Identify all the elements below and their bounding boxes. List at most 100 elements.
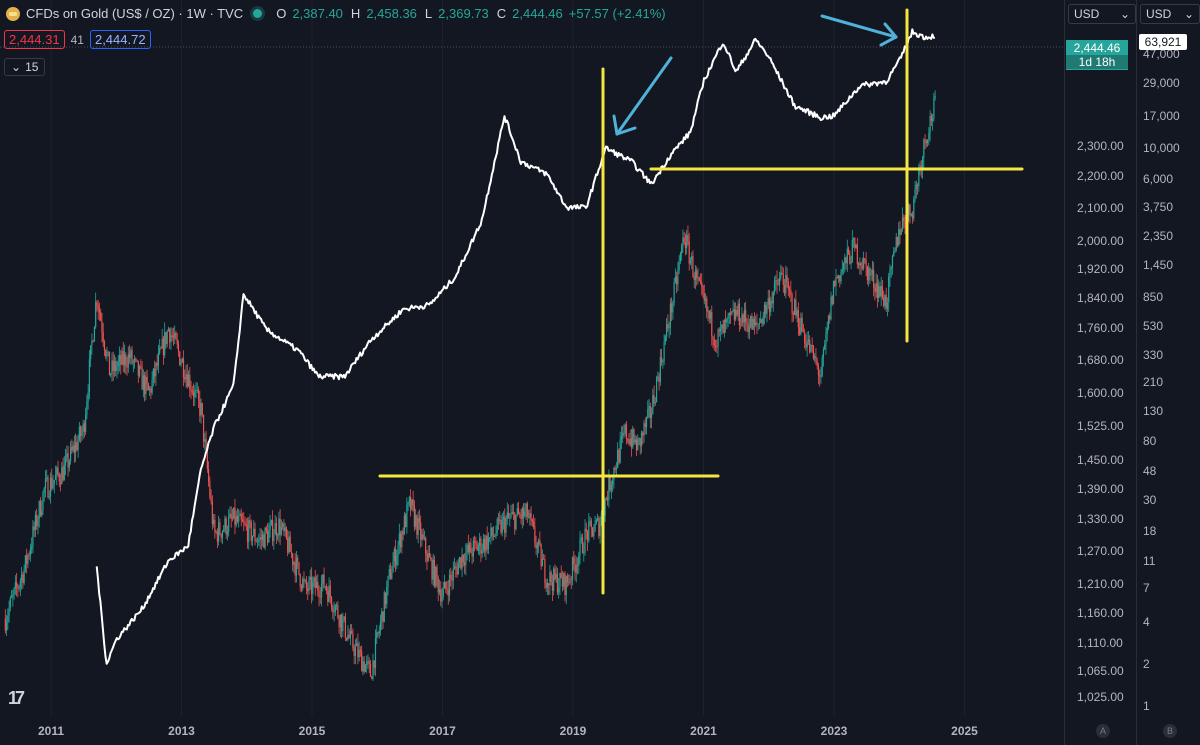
- candle-body: [866, 266, 868, 281]
- candle-body: [379, 621, 382, 631]
- candle-body: [319, 596, 321, 598]
- candle-body: [489, 537, 491, 538]
- candle-body: [691, 256, 693, 261]
- candle-body: [405, 515, 407, 527]
- candle-body: [52, 483, 54, 489]
- candle-body: [886, 302, 889, 309]
- candle-body: [145, 376, 147, 395]
- candle-body: [115, 361, 117, 371]
- candle-body: [490, 527, 492, 538]
- btc-scale-button[interactable]: B: [1163, 724, 1177, 738]
- candle-body: [509, 516, 511, 518]
- candle-body: [71, 446, 73, 451]
- candle-body: [664, 336, 666, 343]
- candle-body: [441, 596, 443, 602]
- candle-body: [113, 361, 116, 371]
- candle-body: [458, 557, 461, 564]
- candle-body: [421, 534, 423, 540]
- candle-body: [440, 589, 442, 602]
- sell-button[interactable]: 2,444.31: [4, 30, 65, 49]
- btc-axis-tick: 80: [1143, 433, 1157, 448]
- candle-body: [172, 337, 175, 339]
- candle-body: [702, 286, 704, 294]
- gold-candles: [4, 90, 936, 682]
- candle-body: [83, 423, 85, 433]
- candle-body: [358, 649, 360, 658]
- candle-body: [847, 248, 850, 254]
- candle-body: [860, 262, 862, 267]
- candle-body: [627, 439, 629, 441]
- candle-body: [713, 339, 715, 346]
- candle-body: [861, 266, 863, 269]
- btc-axis-tick: 11: [1143, 553, 1156, 568]
- auto-scale-button[interactable]: A: [1096, 724, 1110, 738]
- candle-body: [716, 346, 718, 348]
- candle-body: [155, 362, 157, 377]
- candle-body: [835, 277, 837, 286]
- btc-currency-select[interactable]: USD ⌄: [1140, 4, 1200, 24]
- candle-body: [176, 339, 178, 345]
- gold-currency-select[interactable]: USD ⌄: [1068, 4, 1136, 24]
- candle-body: [472, 540, 474, 557]
- candle-body: [325, 586, 328, 591]
- candle-body: [77, 440, 79, 450]
- candle-body: [740, 325, 742, 326]
- candle-body: [676, 276, 678, 285]
- candle-body: [54, 475, 57, 480]
- candle-body: [790, 290, 792, 295]
- candle-body: [581, 537, 584, 553]
- candle-body: [282, 523, 284, 527]
- candle-body: [899, 229, 901, 235]
- candle-body: [181, 358, 183, 363]
- x-axis-tick: 2011: [37, 724, 65, 738]
- candle-body: [722, 324, 724, 334]
- candle-body: [307, 588, 309, 592]
- candle-body: [392, 561, 394, 573]
- candle-body: [891, 256, 894, 268]
- gold-price-axis[interactable]: [1064, 0, 1137, 745]
- gold-currency-label: USD: [1074, 7, 1100, 21]
- candle-body: [72, 445, 74, 451]
- btc-axis-tick: 6,000: [1143, 171, 1174, 186]
- candle-body: [144, 375, 146, 395]
- indicator-toggle[interactable]: ⌄ 15: [4, 58, 46, 76]
- candle-body: [534, 526, 536, 543]
- candle-body: [327, 590, 329, 602]
- candle-body: [782, 274, 784, 285]
- chevron-down-icon: ⌄: [1119, 7, 1130, 21]
- candle-body: [416, 515, 418, 535]
- candle-body: [34, 514, 37, 530]
- high-value: 2,458.36: [366, 6, 417, 21]
- candle-body: [830, 296, 832, 320]
- candle-body: [213, 519, 215, 525]
- symbol-title[interactable]: CFDs on Gold (US$ / OZ) · 1W · TVC: [26, 6, 244, 21]
- candle-body: [33, 526, 35, 530]
- candle-body: [550, 572, 552, 583]
- candle-body: [738, 303, 740, 326]
- candle-body: [209, 481, 211, 498]
- btc-axis-tick: 48: [1143, 464, 1157, 479]
- candle-body: [313, 577, 315, 583]
- candle-body: [461, 554, 463, 569]
- candle-body: [284, 527, 286, 532]
- candle-body: [485, 535, 487, 552]
- candle-body: [88, 359, 90, 393]
- close-label: C: [496, 6, 507, 21]
- candle-body: [624, 424, 626, 434]
- candle-body: [793, 299, 796, 315]
- candle-body: [499, 520, 501, 521]
- chevron-down-icon: ⌄: [1183, 7, 1194, 21]
- candle-body: [755, 322, 757, 325]
- candle-body: [46, 477, 48, 480]
- candle-body: [816, 360, 818, 366]
- candle-body: [827, 315, 830, 328]
- btc-price-axis[interactable]: [1136, 0, 1200, 745]
- candle-body: [211, 501, 213, 525]
- buy-button[interactable]: 2,444.72: [89, 30, 151, 49]
- candle-body: [780, 272, 782, 278]
- candle-body: [335, 605, 338, 606]
- gold-axis-tick: 1,760.00: [1077, 321, 1124, 336]
- candle-body: [451, 577, 453, 581]
- candle-body: [334, 605, 336, 612]
